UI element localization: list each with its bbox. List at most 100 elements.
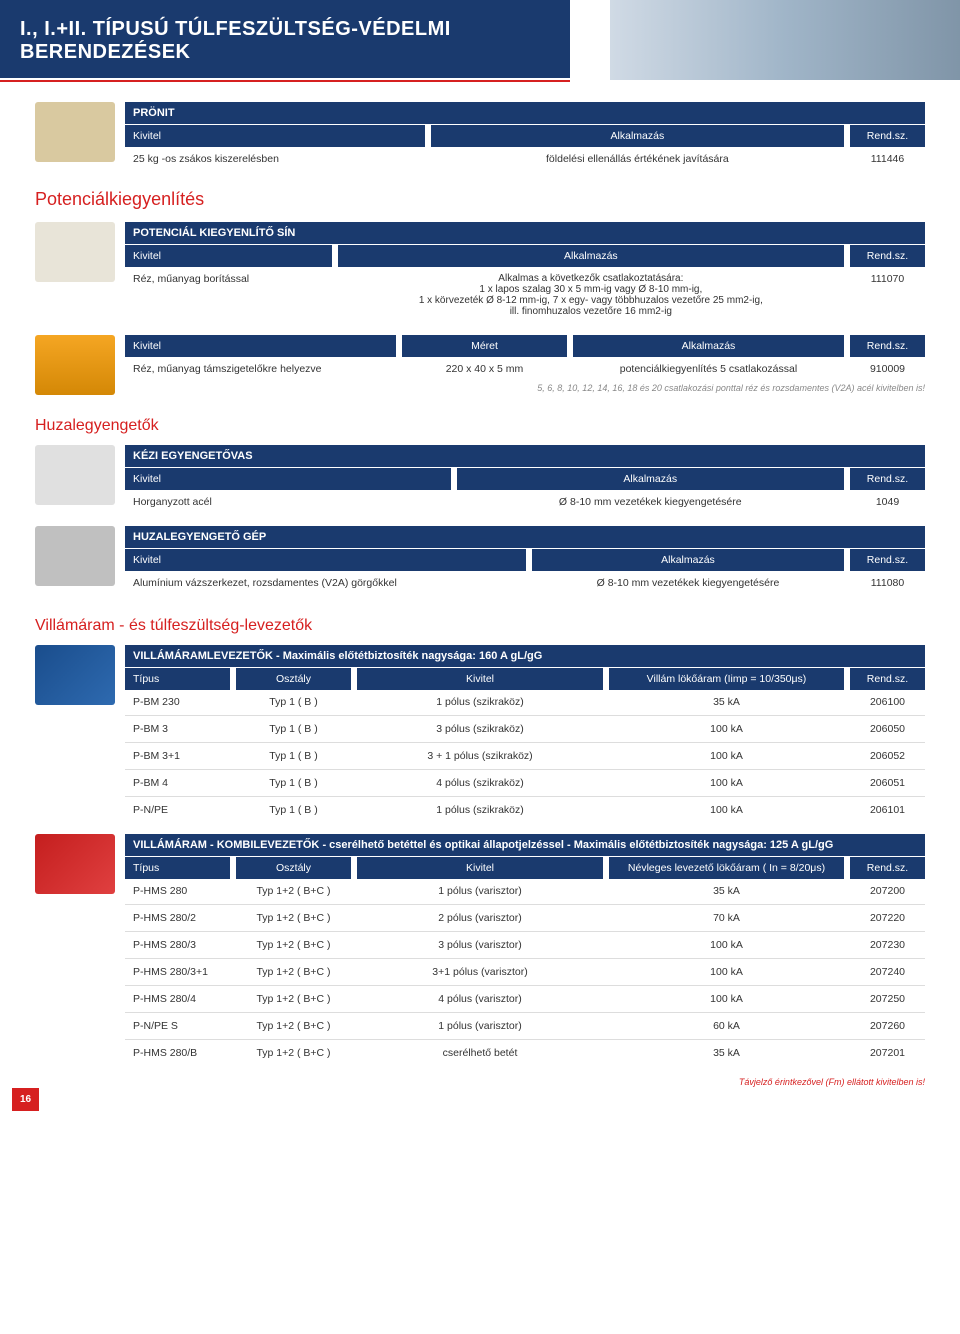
cell: 206051: [850, 772, 925, 794]
page: I., I.+II. TÍPUSÚ TÚLFESZÜLTSÉG-VÉDELMI …: [0, 0, 960, 1107]
cell: 100 kA: [609, 772, 844, 794]
kombitbl-thumb: [35, 834, 115, 894]
busbar-block: Kivitel Méret Alkalmazás Rend.sz. Réz, m…: [35, 335, 925, 395]
cell: 206052: [850, 745, 925, 767]
kezi-table: KÉZI EGYENGETŐVAS Kivitel Alkalmazás Ren…: [125, 445, 925, 514]
cell: P-BM 4: [125, 772, 230, 794]
cell: 207200: [850, 880, 925, 902]
kombitbl-title: VILLÁMÁRAM - KOMBILEVEZETŐK: [133, 839, 319, 851]
col: Kivitel: [357, 668, 603, 690]
kombitbl-block: VILLÁMÁRAM - KOMBILEVEZETŐK - cserélhető…: [35, 834, 925, 1065]
cell: P-BM 3+1: [125, 745, 230, 767]
villtbl-table: VILLÁMÁRAMLEVEZETŐK - Maximális előtétbi…: [125, 645, 925, 822]
col: Rend.sz.: [850, 549, 925, 571]
col: Kivitel: [125, 335, 396, 357]
villtbl-sub: - Maximális előtétbiztosíték nagysága: 1…: [273, 650, 542, 662]
gep-caption: HUZALEGYENGETŐ GÉP: [125, 526, 925, 548]
cell: 60 kA: [609, 1015, 844, 1037]
cell: 100 kA: [609, 934, 844, 956]
cell: P-HMS 280/3: [125, 934, 230, 956]
cell: 111446: [850, 148, 925, 170]
table-row: P-BM 230Typ 1 ( B )1 pólus (szikraköz)35…: [125, 691, 925, 713]
cell: Typ 1+2 ( B+C ): [236, 961, 351, 983]
cell: P-BM 230: [125, 691, 230, 713]
table-row: P-HMS 280/B Typ 1+2 ( B+C ) cserélhető bet…: [125, 1042, 925, 1064]
cell: 1 pólus (szikraköz): [357, 691, 603, 713]
table-row: P-HMS 280/2Typ 1+2 ( B+C )2 pólus (varis…: [125, 907, 925, 929]
cell: Typ 1+2 ( B+C ): [236, 1042, 351, 1064]
table-row: P-BM 3+1Typ 1 ( B )3 + 1 pólus (szikrakö…: [125, 745, 925, 767]
cell: 3+1 pólus (varisztor): [357, 961, 603, 983]
kombitbl-table: VILLÁMÁRAM - KOMBILEVEZETŐK - cserélhető…: [125, 834, 925, 1065]
cell: 207201: [850, 1042, 925, 1064]
gep-thumb: [35, 526, 115, 586]
kezi-block: KÉZI EGYENGETŐVAS Kivitel Alkalmazás Ren…: [35, 445, 925, 514]
col: Kivitel: [125, 468, 451, 490]
cell: P-HMS 280/B: [125, 1042, 230, 1064]
title-line1: I., I.+II. TÍPUSÚ TÚLFESZÜLTSÉG-VÉDELMI: [20, 18, 451, 40]
pronit-thumb: [35, 102, 115, 162]
cell: 3 pólus (szikraköz): [357, 718, 603, 740]
col-alk: Alkalmazás: [338, 245, 844, 267]
cell: Typ 1 ( B ): [236, 691, 351, 713]
col: Rend.sz.: [850, 468, 925, 490]
cell: 4 pólus (szikraköz): [357, 772, 603, 794]
cell: P-HMS 280/3+1: [125, 961, 230, 983]
cell: P-HMS 280/4: [125, 988, 230, 1010]
kombitbl-sub: - cserélhető betéttel és optikai állapot…: [319, 839, 833, 851]
busbar-thumb: [35, 335, 115, 395]
col: Kivitel: [125, 549, 526, 571]
cell: 207260: [850, 1015, 925, 1037]
cell: 206050: [850, 718, 925, 740]
potsin-block: POTENCIÁL KIEGYENLÍTŐ SÍN Kivitel Alkalm…: [35, 222, 925, 323]
col: Alkalmazás: [573, 335, 844, 357]
cell: 1049: [850, 491, 925, 513]
cell: 206101: [850, 799, 925, 821]
table-row: P-HMS 280/3+1 Typ 1+2 ( B+C ) 3+1 pólus (v…: [125, 961, 925, 983]
cell: 1 pólus (varisztor): [357, 1015, 603, 1037]
table-row: P-HMS 280/3Typ 1+2 ( B+C )3 pólus (varis…: [125, 934, 925, 956]
cell: 35 kA: [609, 1042, 844, 1064]
pronit-table: PRÖNIT Kivitel Alkalmazás Rend.sz. 25 kg…: [125, 102, 925, 171]
cell: Typ 1+2 ( B+C ): [236, 988, 351, 1010]
villtbl-block: VILLÁMÁRAMLEVEZETŐK - Maximális előtétbi…: [35, 645, 925, 822]
section-huzal: Huzalegyengetők: [35, 417, 925, 435]
cell: 1 pólus (varisztor): [357, 880, 603, 902]
table-row: P-N/PE STyp 1+2 ( B+C )1 pólus (variszto…: [125, 1015, 925, 1037]
cell: 3 + 1 pólus (szikraköz): [357, 745, 603, 767]
col: Osztály: [236, 668, 351, 690]
page-number: 16: [12, 1088, 39, 1111]
busbar-note: 5, 6, 8, 10, 12, 14, 16, 18 és 20 csatla…: [125, 383, 925, 393]
col-alk: Alkalmazás: [431, 125, 844, 147]
col: Típus: [125, 668, 230, 690]
page-title: I., I.+II. TÍPUSÚ TÚLFESZÜLTSÉG-VÉDELMI …: [0, 0, 570, 78]
col: Rend.sz.: [850, 335, 925, 357]
cell: cserélhető betét: [357, 1042, 603, 1064]
cell: 111070: [850, 268, 925, 322]
content: PRÖNIT Kivitel Alkalmazás Rend.sz. 25 kg…: [0, 82, 960, 1065]
cell: Typ 1 ( B ): [236, 718, 351, 740]
cell: Alumínium vázszerkezet, rozsdamentes (V2…: [125, 572, 526, 594]
cell: Typ 1+2 ( B+C ): [236, 934, 351, 956]
cell: Réz, műanyag borítással: [125, 268, 332, 322]
gep-block: HUZALEGYENGETŐ GÉP Kivitel Alkalmazás Re…: [35, 526, 925, 595]
cell: Ø 8-10 mm vezetékek kiegyengetésére: [532, 572, 844, 594]
cell: Ø 8-10 mm vezetékek kiegyengetésére: [457, 491, 844, 513]
col: Alkalmazás: [532, 549, 844, 571]
cell: Réz, műanyag támszigetelőkre helyezve: [125, 358, 396, 380]
col: Rend.sz.: [850, 668, 925, 690]
cell: P-N/PE S: [125, 1015, 230, 1037]
col-kivitel: Kivitel: [125, 245, 332, 267]
potsin-table: POTENCIÁL KIEGYENLÍTŐ SÍN Kivitel Alkalm…: [125, 222, 925, 323]
potsin-thumb: [35, 222, 115, 282]
villtbl-caption: VILLÁMÁRAMLEVEZETŐK - Maximális előtétbi…: [125, 645, 925, 667]
kezi-caption: KÉZI EGYENGETŐVAS: [125, 445, 925, 467]
villtbl-thumb: [35, 645, 115, 705]
villtbl-title: VILLÁMÁRAMLEVEZETŐK: [133, 650, 273, 662]
cell: földelési ellenállás értékének javításár…: [431, 148, 844, 170]
gep-table: HUZALEGYENGETŐ GÉP Kivitel Alkalmazás Re…: [125, 526, 925, 595]
col: Típus: [125, 857, 230, 879]
cell: 100 kA: [609, 988, 844, 1010]
cell: 70 kA: [609, 907, 844, 929]
potsin-caption: POTENCIÁL KIEGYENLÍTŐ SÍN: [125, 222, 925, 244]
